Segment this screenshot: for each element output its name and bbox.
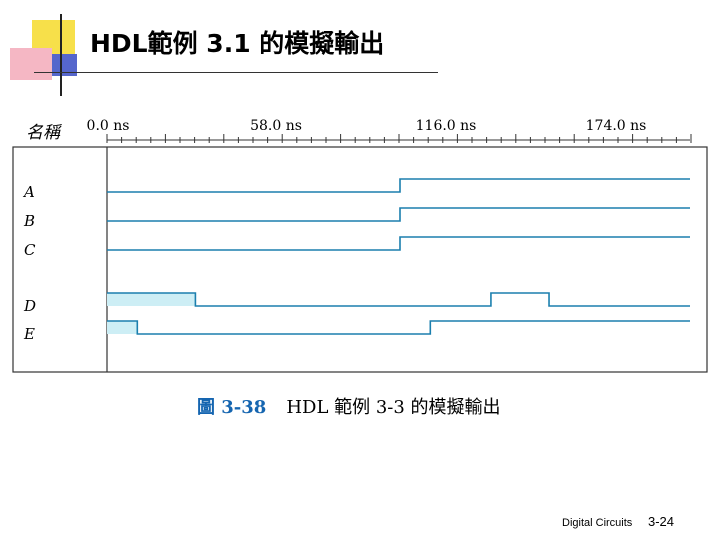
page-number: 3-24 (648, 514, 675, 529)
waveform-e (107, 320, 690, 335)
time-ruler (106, 134, 692, 143)
signal-name: D (23, 297, 36, 315)
time-label: 174.0 ns (586, 118, 647, 134)
waveform-frame (12, 146, 708, 373)
waveform-a (107, 178, 690, 193)
deco-square-pink (10, 48, 52, 80)
deco-vertical-line (60, 14, 62, 96)
time-label: 116.0 ns (416, 118, 477, 134)
figure-label: 圖 3-38 (197, 397, 267, 418)
signal-name: B (23, 212, 35, 230)
signal-name: C (24, 241, 36, 259)
waveform-shade (107, 293, 196, 306)
name-column-header: 名稱 (26, 123, 62, 143)
slide-title: HDL範例 3.1 的模擬輸出 (90, 29, 385, 58)
footer-course: Digital Circuits (562, 517, 633, 529)
waveform-b (107, 207, 690, 222)
time-axis-labels: 0.0 ns 58.0 ns 116.0 ns 174.0 ns (87, 118, 647, 134)
time-label: 0.0 ns (87, 118, 130, 134)
waveforms (107, 178, 690, 335)
time-label: 58.0 ns (250, 118, 302, 134)
waveform-c (107, 236, 690, 251)
waveform-shade (107, 321, 138, 334)
signal-name: A (22, 183, 35, 201)
figure-caption-text: HDL 範例 3-3 的模擬輸出 (286, 397, 501, 418)
waveform-d (107, 292, 690, 307)
signal-names: ABC DE (22, 183, 36, 343)
deco-horizontal-line (34, 72, 438, 73)
figure-caption: 圖 3-38 HDL 範例 3-3 的模擬輸出 (197, 393, 501, 419)
deco-square-blue (52, 54, 77, 76)
signal-name: E (23, 325, 35, 343)
